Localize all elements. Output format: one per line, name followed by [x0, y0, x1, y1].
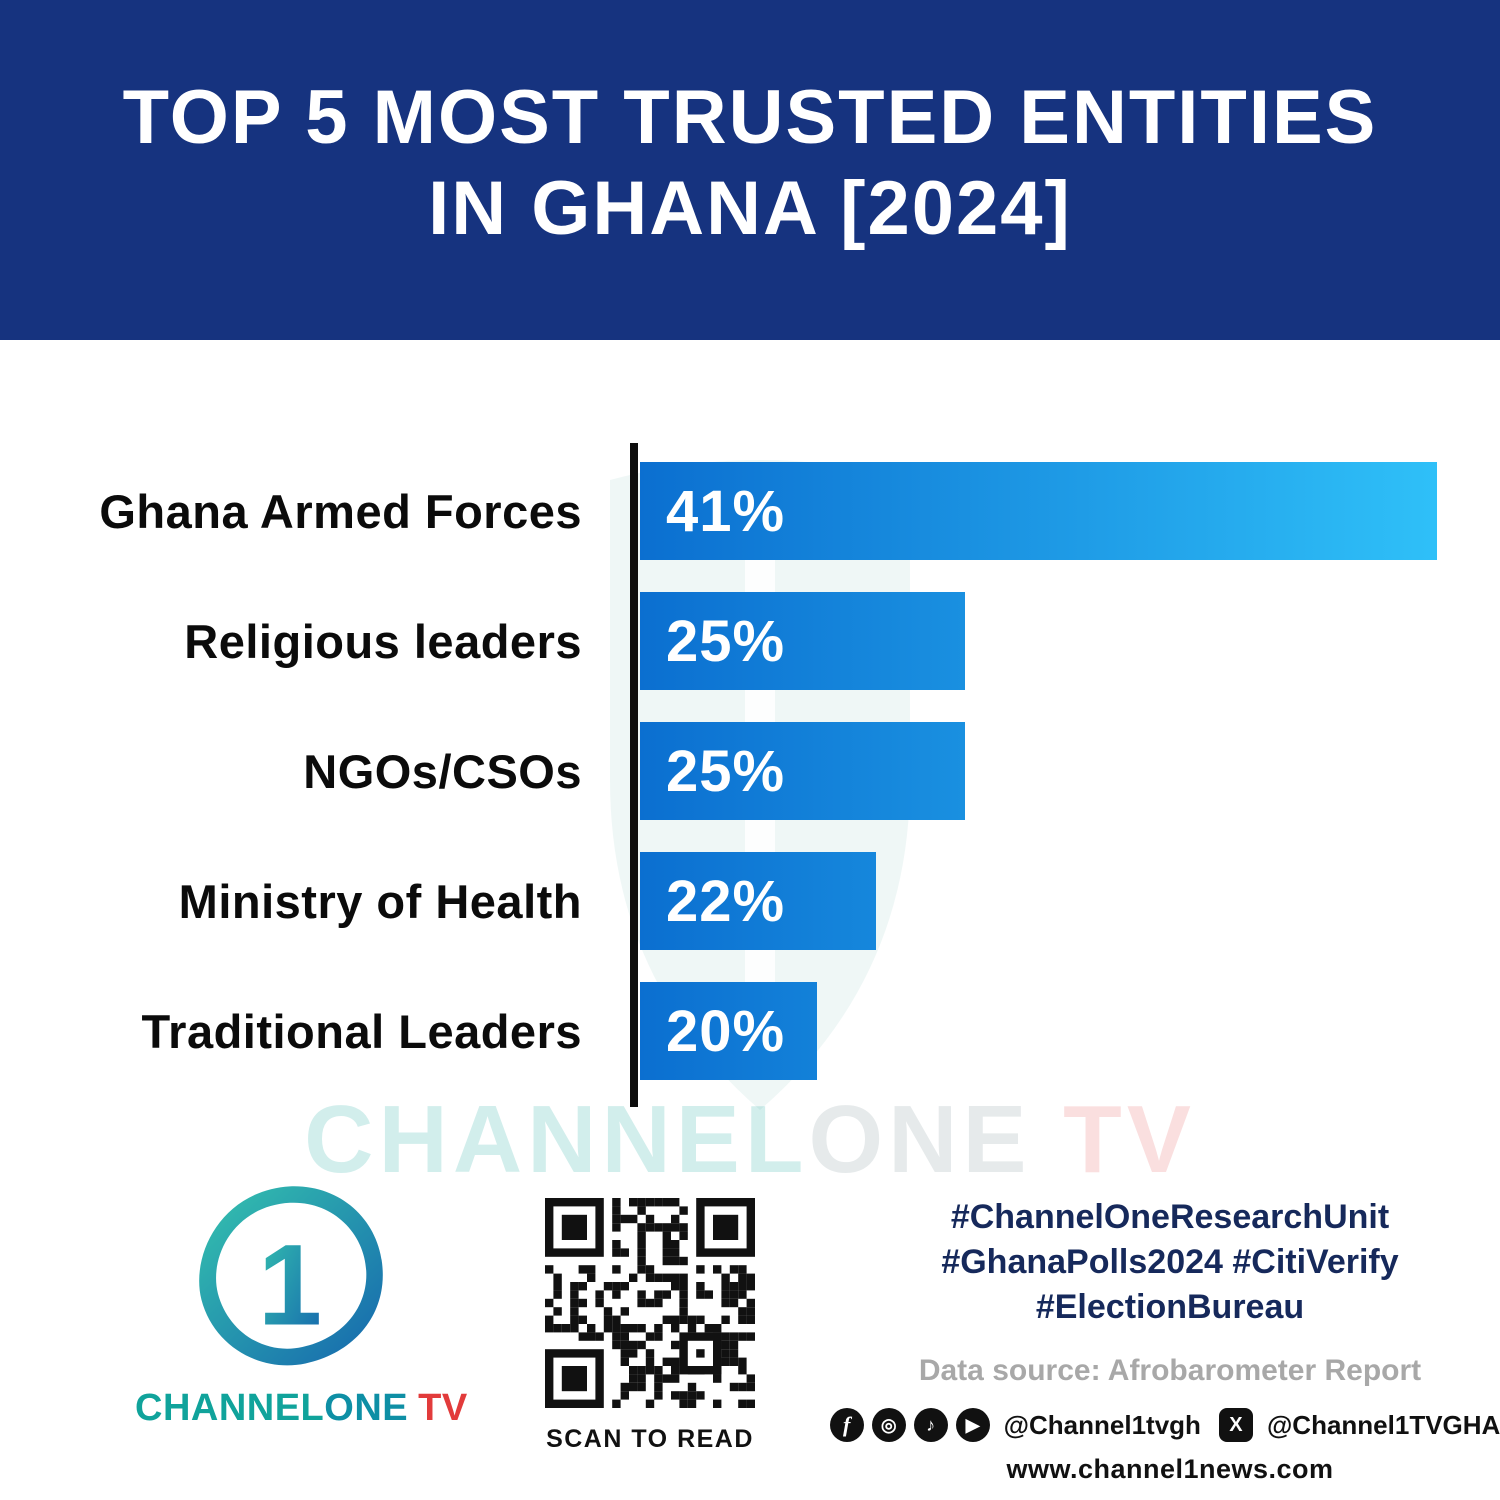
bar-value-label: 41%	[666, 478, 786, 544]
tiktok-icon: ♪	[913, 1408, 948, 1442]
bar-value-label: 25%	[666, 738, 786, 804]
bar-track: 25%	[640, 722, 1437, 820]
channel-one-wordmark: CHANNELONE TV	[135, 1387, 467, 1430]
qr-code	[545, 1198, 755, 1408]
facebook-icon: f	[829, 1408, 864, 1442]
bar: 25%	[640, 722, 965, 820]
channel-one-logo-block: 1 CHANNELONE TV	[135, 1180, 467, 1430]
footer-right-column: #ChannelOneResearchUnit #GhanaPolls2024 …	[829, 1195, 1500, 1485]
qr-block: SCAN TO READ	[538, 1198, 762, 1454]
chart-row: Religious leaders 25%	[0, 592, 1500, 690]
chart-row: Traditional Leaders 20%	[0, 982, 1500, 1080]
channel-one-logo-icon: 1	[199, 1186, 383, 1366]
bar: 22%	[640, 852, 877, 950]
social-row: f ◎ ♪ ▶ @Channel1tvgh X @Channel1TVGHA	[829, 1408, 1500, 1442]
qr-caption: SCAN TO READ	[546, 1425, 754, 1453]
youtube-icon: ▶	[955, 1408, 990, 1442]
bar-track: 22%	[640, 852, 1437, 950]
chart-axis	[630, 443, 638, 1107]
bar-track: 25%	[640, 592, 1437, 690]
page-title-line1: TOP 5 MOST TRUSTED ENTITIES	[122, 75, 1378, 160]
data-source-text: Data source: Afrobarometer Report	[918, 1354, 1422, 1387]
category-label: NGOs/CSOs	[303, 744, 582, 798]
bar: 25%	[640, 592, 965, 690]
chart-rows: Ghana Armed Forces 41% Religious leaders 25…	[0, 462, 1500, 1112]
bar-value-label: 22%	[666, 868, 786, 934]
chart-row: NGOs/CSOs 25%	[0, 722, 1500, 820]
social-handle-main: @Channel1tvgh	[1003, 1409, 1201, 1440]
category-label: Ministry of Health	[178, 874, 582, 928]
chart-row: Ministry of Health 22%	[0, 852, 1500, 950]
hashtags-line2: #GhanaPolls2024 #CitiVerify	[941, 1243, 1399, 1281]
bar-value-label: 25%	[666, 608, 786, 674]
bar: 41%	[640, 462, 1437, 560]
social-handle-x: @Channel1TVGHA	[1266, 1409, 1500, 1440]
page-title: TOP 5 MOST TRUSTED ENTITIES IN GHANA [20…	[0, 0, 1500, 254]
page-title-line2: IN GHANA [2024]	[428, 166, 1072, 252]
chart-row: Ghana Armed Forces 41%	[0, 462, 1500, 560]
instagram-icon: ◎	[871, 1408, 906, 1442]
header-banner: TOP 5 MOST TRUSTED ENTITIES IN GHANA [20…	[0, 0, 1500, 340]
wordmark-tv: TV	[418, 1387, 468, 1429]
category-label: Traditional Leaders	[141, 1004, 582, 1058]
wordmark-one: ONE	[324, 1387, 409, 1429]
bar-track: 41%	[640, 462, 1437, 560]
category-label: Ghana Armed Forces	[99, 484, 582, 538]
bar-track: 20%	[640, 982, 1437, 1080]
website-url: www.channel1news.com	[1006, 1454, 1334, 1484]
logo-numeral: 1	[258, 1221, 322, 1349]
hashtags-line3: #ElectionBureau	[1035, 1288, 1305, 1326]
bar-value-label: 20%	[666, 998, 786, 1064]
category-label: Religious leaders	[184, 614, 582, 668]
hashtags-line1: #ChannelOneResearchUnit	[950, 1198, 1390, 1236]
wordmark-channel: CHANNEL	[135, 1387, 325, 1429]
x-twitter-icon: X	[1218, 1408, 1253, 1442]
bar: 20%	[640, 982, 818, 1080]
